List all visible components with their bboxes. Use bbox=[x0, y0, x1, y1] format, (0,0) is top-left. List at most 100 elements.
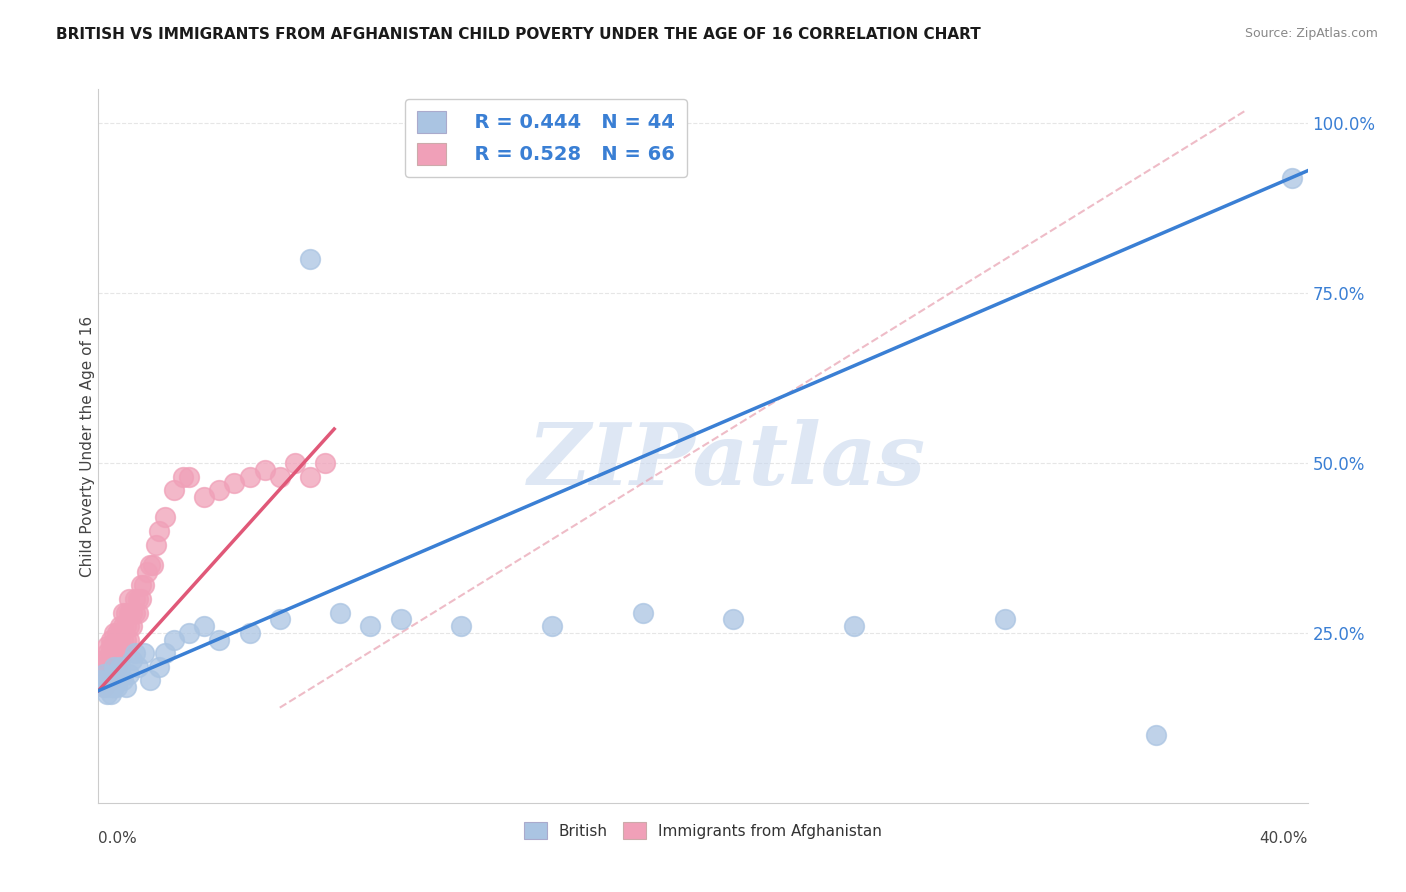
Point bbox=[132, 578, 155, 592]
Point bbox=[90, 673, 112, 688]
Point bbox=[108, 646, 131, 660]
Point bbox=[129, 578, 152, 592]
Point bbox=[93, 660, 115, 674]
Point bbox=[103, 626, 125, 640]
Point bbox=[90, 660, 112, 674]
Point bbox=[93, 666, 115, 681]
Point bbox=[124, 606, 146, 620]
Point bbox=[269, 612, 291, 626]
Point bbox=[103, 653, 125, 667]
Point bbox=[100, 673, 122, 688]
Point bbox=[111, 646, 134, 660]
Point bbox=[127, 606, 149, 620]
Point bbox=[129, 591, 152, 606]
Point bbox=[103, 680, 125, 694]
Text: 0.0%: 0.0% bbox=[98, 831, 138, 847]
Point bbox=[179, 626, 201, 640]
Point bbox=[208, 632, 231, 647]
Point bbox=[108, 619, 131, 633]
Point bbox=[105, 673, 128, 688]
Point bbox=[93, 680, 115, 694]
Point bbox=[239, 469, 262, 483]
Point bbox=[96, 646, 118, 660]
Point bbox=[139, 558, 162, 572]
Point bbox=[114, 606, 136, 620]
Point bbox=[299, 469, 322, 483]
Text: ZIPatlas: ZIPatlas bbox=[529, 418, 927, 502]
Point bbox=[93, 680, 115, 694]
Point bbox=[103, 666, 125, 681]
Point bbox=[93, 673, 115, 688]
Y-axis label: Child Poverty Under the Age of 16: Child Poverty Under the Age of 16 bbox=[80, 316, 94, 576]
Point bbox=[148, 660, 170, 674]
Point bbox=[540, 619, 562, 633]
Point bbox=[1281, 170, 1303, 185]
Point bbox=[153, 510, 176, 524]
Point bbox=[148, 524, 170, 538]
Point bbox=[127, 660, 149, 674]
Point bbox=[105, 646, 128, 660]
Point bbox=[93, 653, 115, 667]
Point bbox=[844, 619, 866, 633]
Point bbox=[114, 619, 136, 633]
Point bbox=[450, 619, 472, 633]
Point bbox=[127, 591, 149, 606]
Point bbox=[90, 673, 112, 688]
Point bbox=[269, 469, 291, 483]
Legend: British, Immigrants from Afghanistan: British, Immigrants from Afghanistan bbox=[517, 816, 889, 845]
Point bbox=[100, 680, 122, 694]
Point bbox=[139, 673, 162, 688]
Point bbox=[1144, 728, 1167, 742]
Point bbox=[114, 680, 136, 694]
Point bbox=[329, 606, 352, 620]
Point bbox=[163, 632, 186, 647]
Point bbox=[360, 619, 382, 633]
Point bbox=[142, 558, 165, 572]
Point bbox=[100, 632, 122, 647]
Point bbox=[193, 490, 215, 504]
Point bbox=[96, 653, 118, 667]
Point bbox=[96, 666, 118, 681]
Point bbox=[253, 463, 276, 477]
Point bbox=[108, 660, 131, 674]
Point bbox=[108, 632, 131, 647]
Point bbox=[111, 632, 134, 647]
Point bbox=[179, 469, 201, 483]
Point bbox=[193, 619, 215, 633]
Point bbox=[103, 666, 125, 681]
Point bbox=[994, 612, 1017, 626]
Point bbox=[121, 619, 143, 633]
Point bbox=[118, 591, 141, 606]
Point bbox=[105, 660, 128, 674]
Point bbox=[723, 612, 745, 626]
Point bbox=[124, 646, 146, 660]
Point bbox=[118, 606, 141, 620]
Point bbox=[96, 673, 118, 688]
Point bbox=[172, 469, 194, 483]
Point bbox=[118, 632, 141, 647]
Point bbox=[124, 591, 146, 606]
Point bbox=[96, 640, 118, 654]
Point bbox=[105, 632, 128, 647]
Point bbox=[224, 476, 246, 491]
Point bbox=[100, 687, 122, 701]
Point bbox=[103, 640, 125, 654]
Point bbox=[108, 666, 131, 681]
Point bbox=[163, 483, 186, 498]
Point bbox=[284, 456, 307, 470]
Point bbox=[111, 606, 134, 620]
Point bbox=[135, 565, 157, 579]
Point bbox=[121, 653, 143, 667]
Point bbox=[100, 646, 122, 660]
Point bbox=[96, 687, 118, 701]
Point bbox=[105, 626, 128, 640]
Text: 40.0%: 40.0% bbox=[1260, 831, 1308, 847]
Point bbox=[96, 680, 118, 694]
Point bbox=[103, 660, 125, 674]
Point bbox=[239, 626, 262, 640]
Point bbox=[153, 646, 176, 660]
Point bbox=[208, 483, 231, 498]
Point bbox=[111, 673, 134, 688]
Point bbox=[314, 456, 336, 470]
Point bbox=[118, 619, 141, 633]
